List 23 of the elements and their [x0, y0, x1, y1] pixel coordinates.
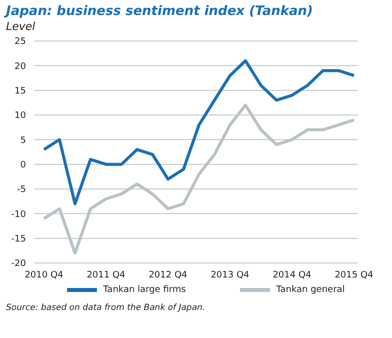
y-tick-label: 10 [14, 111, 26, 122]
y-tick-label: -20 [11, 259, 26, 270]
y-tick-label: 25 [14, 37, 26, 48]
y-axis-title: Level [5, 19, 36, 33]
y-tick-label: 20 [14, 62, 26, 72]
legend-label: Tankan large firms [103, 285, 186, 295]
line-series [42, 104, 356, 255]
x-tick-label: 2012 Q4 [148, 270, 188, 280]
y-tick-label: -15 [11, 234, 26, 245]
line-series [42, 59, 356, 206]
y-tick-label: 5 [20, 136, 26, 146]
x-tick-label: 2015 Q4 [334, 270, 374, 280]
x-tick-label: 2014 Q4 [272, 270, 312, 280]
x-tick-label: 2010 Q4 [24, 270, 64, 280]
y-tick-label: -10 [11, 210, 26, 220]
x-tick-label: 2011 Q4 [86, 270, 126, 280]
y-tick-label: -5 [17, 185, 26, 196]
y-tick-label: 15 [14, 86, 26, 97]
x-tick-label: 2013 Q4 [210, 270, 250, 280]
legend-label: Tankan general [276, 285, 345, 295]
chart-title: Japan: business sentiment index (Tankan) [2, 3, 314, 19]
y-tick-label: 0 [20, 160, 26, 171]
source-note: Source: based on data from the Bank of Japan. [5, 302, 206, 313]
